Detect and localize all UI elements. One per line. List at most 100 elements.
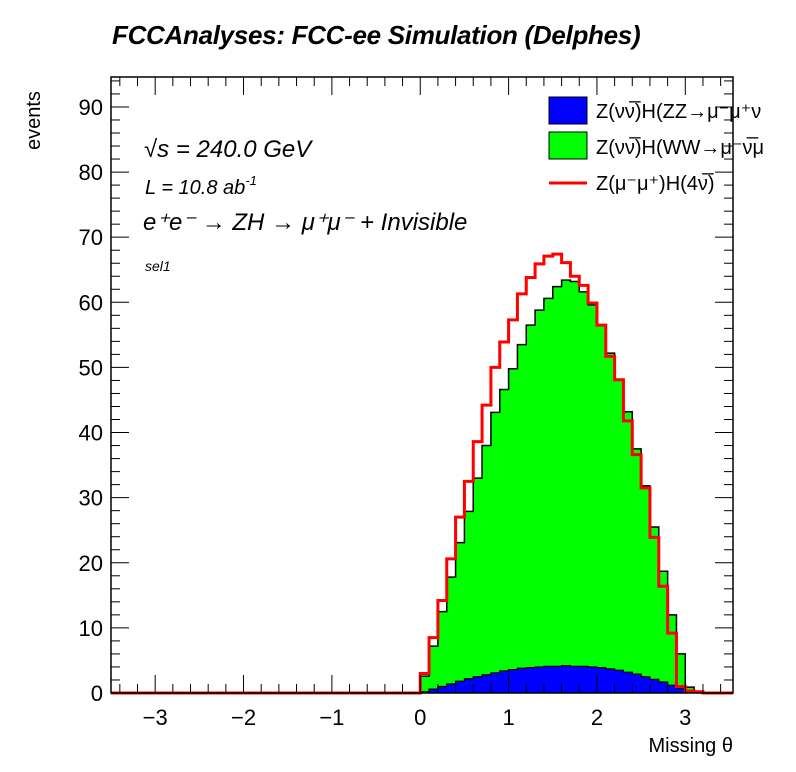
bar-zz <box>543 666 554 693</box>
bar-zz <box>623 672 633 693</box>
bar-zz <box>446 683 457 693</box>
bar-ww <box>543 298 554 693</box>
bar-zz <box>658 681 669 693</box>
x-tick-label: 1 <box>502 705 514 730</box>
bar-ww <box>455 542 465 693</box>
bar-zz <box>649 679 660 693</box>
bar-ww <box>464 511 474 693</box>
bar-ww <box>508 368 518 693</box>
bar-ww <box>579 291 589 693</box>
bar-ww <box>552 286 563 693</box>
bar-zz <box>482 674 492 693</box>
legend-swatch-ww <box>548 131 588 160</box>
bar-zz <box>596 667 607 693</box>
legend-label-zz: Z(νν̅)H(ZZ→μ⁻μ⁺ν <box>596 100 761 123</box>
bar-zz <box>676 688 686 693</box>
y-tick-label: 60 <box>79 290 103 315</box>
bar-zz <box>508 669 518 693</box>
x-tick-label: 2 <box>591 705 603 730</box>
bar-ww <box>667 614 677 693</box>
bar-zz <box>464 678 474 693</box>
y-tick-label: 10 <box>79 616 103 641</box>
bar-ww <box>446 577 457 693</box>
annotation-selection: sel1 <box>145 258 171 274</box>
bar-ww <box>676 653 686 693</box>
bar-ww <box>429 646 439 693</box>
bar-ww <box>473 478 483 693</box>
plot-frame <box>110 76 734 694</box>
legend: Z(νν̅)H(ZZ→μ⁻μ⁺ν Z(νν̅)H(WW→μ⁻ν̅μ Z(μ⁻μ⁺… <box>548 96 764 195</box>
bar-zz <box>570 666 580 693</box>
bar-ww <box>632 448 642 693</box>
y-tick-label: 40 <box>79 421 103 446</box>
annotation-sqrt-s: √s = 240.0 GeV <box>144 136 313 163</box>
bar-ww <box>596 325 607 693</box>
bar-zz <box>667 685 677 693</box>
bar-ww <box>570 281 580 693</box>
bar-ww <box>614 379 624 693</box>
bar-zz <box>499 670 510 693</box>
y-tick-label: 50 <box>79 355 103 380</box>
annotation-process: e⁺e⁻ → ZH → μ⁺μ⁻ + Invisible <box>143 209 467 236</box>
bar-zz <box>429 689 439 693</box>
bar-ww <box>420 676 430 693</box>
y-axis-label: events <box>23 91 45 150</box>
bar-ww <box>649 526 660 693</box>
legend-swatch-zz <box>548 96 588 125</box>
bar-ww <box>437 611 448 693</box>
svg-text:L = 10.8 ab-1: L = 10.8 ab-1 <box>145 173 257 199</box>
axis-ticks <box>111 77 733 694</box>
bar-zz <box>614 670 624 693</box>
y-tick-label: 30 <box>79 486 103 511</box>
bar-zz <box>517 668 527 693</box>
y-tick-label: 0 <box>91 681 103 706</box>
bar-zz <box>455 681 465 693</box>
x-tick-label: −3 <box>143 705 168 730</box>
y-tick-label: 90 <box>79 95 103 120</box>
axes-frame <box>110 76 734 694</box>
bar-ww <box>658 571 669 693</box>
y-tick-label: 80 <box>79 160 103 185</box>
bar-zz <box>552 666 563 693</box>
legend-label-4nu: Z(μ⁻μ⁺)H(4ν̅) <box>596 172 715 195</box>
zz-outline <box>419 665 712 694</box>
lumi-superscript: -1 <box>245 173 257 188</box>
bar-zz <box>588 666 598 693</box>
lumi-text: L = 10.8 ab <box>145 177 245 199</box>
bar-zz <box>437 686 448 693</box>
y-tick-label: 70 <box>79 225 103 250</box>
chart-title: FCCAnalyses: FCC-ee Simulation (Delphes) <box>112 20 641 50</box>
bar-ww <box>517 344 527 693</box>
bar-ww <box>482 445 492 693</box>
y-tick-label: 20 <box>79 551 103 576</box>
x-tick-label: 3 <box>679 705 691 730</box>
bar-zz <box>473 676 483 693</box>
legend-label-ww: Z(νν̅)H(WW→μ⁻ν̅μ <box>596 136 764 159</box>
bar-zz <box>579 666 589 693</box>
bar-ww <box>490 412 501 693</box>
bar-ww <box>641 485 651 693</box>
bar-zz <box>490 672 501 693</box>
bar-ww <box>561 280 571 693</box>
series-ww-bars <box>420 280 704 693</box>
bar-zz <box>561 665 571 693</box>
bar-ww <box>623 411 633 693</box>
x-tick-label: −2 <box>231 705 256 730</box>
bar-ww <box>499 389 510 693</box>
bar-zz <box>641 676 651 693</box>
x-tick-label: −1 <box>319 705 344 730</box>
bar-zz <box>605 668 616 693</box>
bar-zz <box>526 667 536 693</box>
x-axis-label: Missing θ <box>649 735 733 757</box>
bar-ww <box>535 310 545 693</box>
series-zz-bars <box>420 665 704 693</box>
bar-ww <box>588 304 598 693</box>
bar-zz <box>535 666 545 693</box>
bar-ww <box>526 325 536 693</box>
x-tick-label: 0 <box>414 705 426 730</box>
bar-ww <box>605 353 616 693</box>
series-4nu-line <box>111 252 733 695</box>
bar-zz <box>632 674 642 693</box>
